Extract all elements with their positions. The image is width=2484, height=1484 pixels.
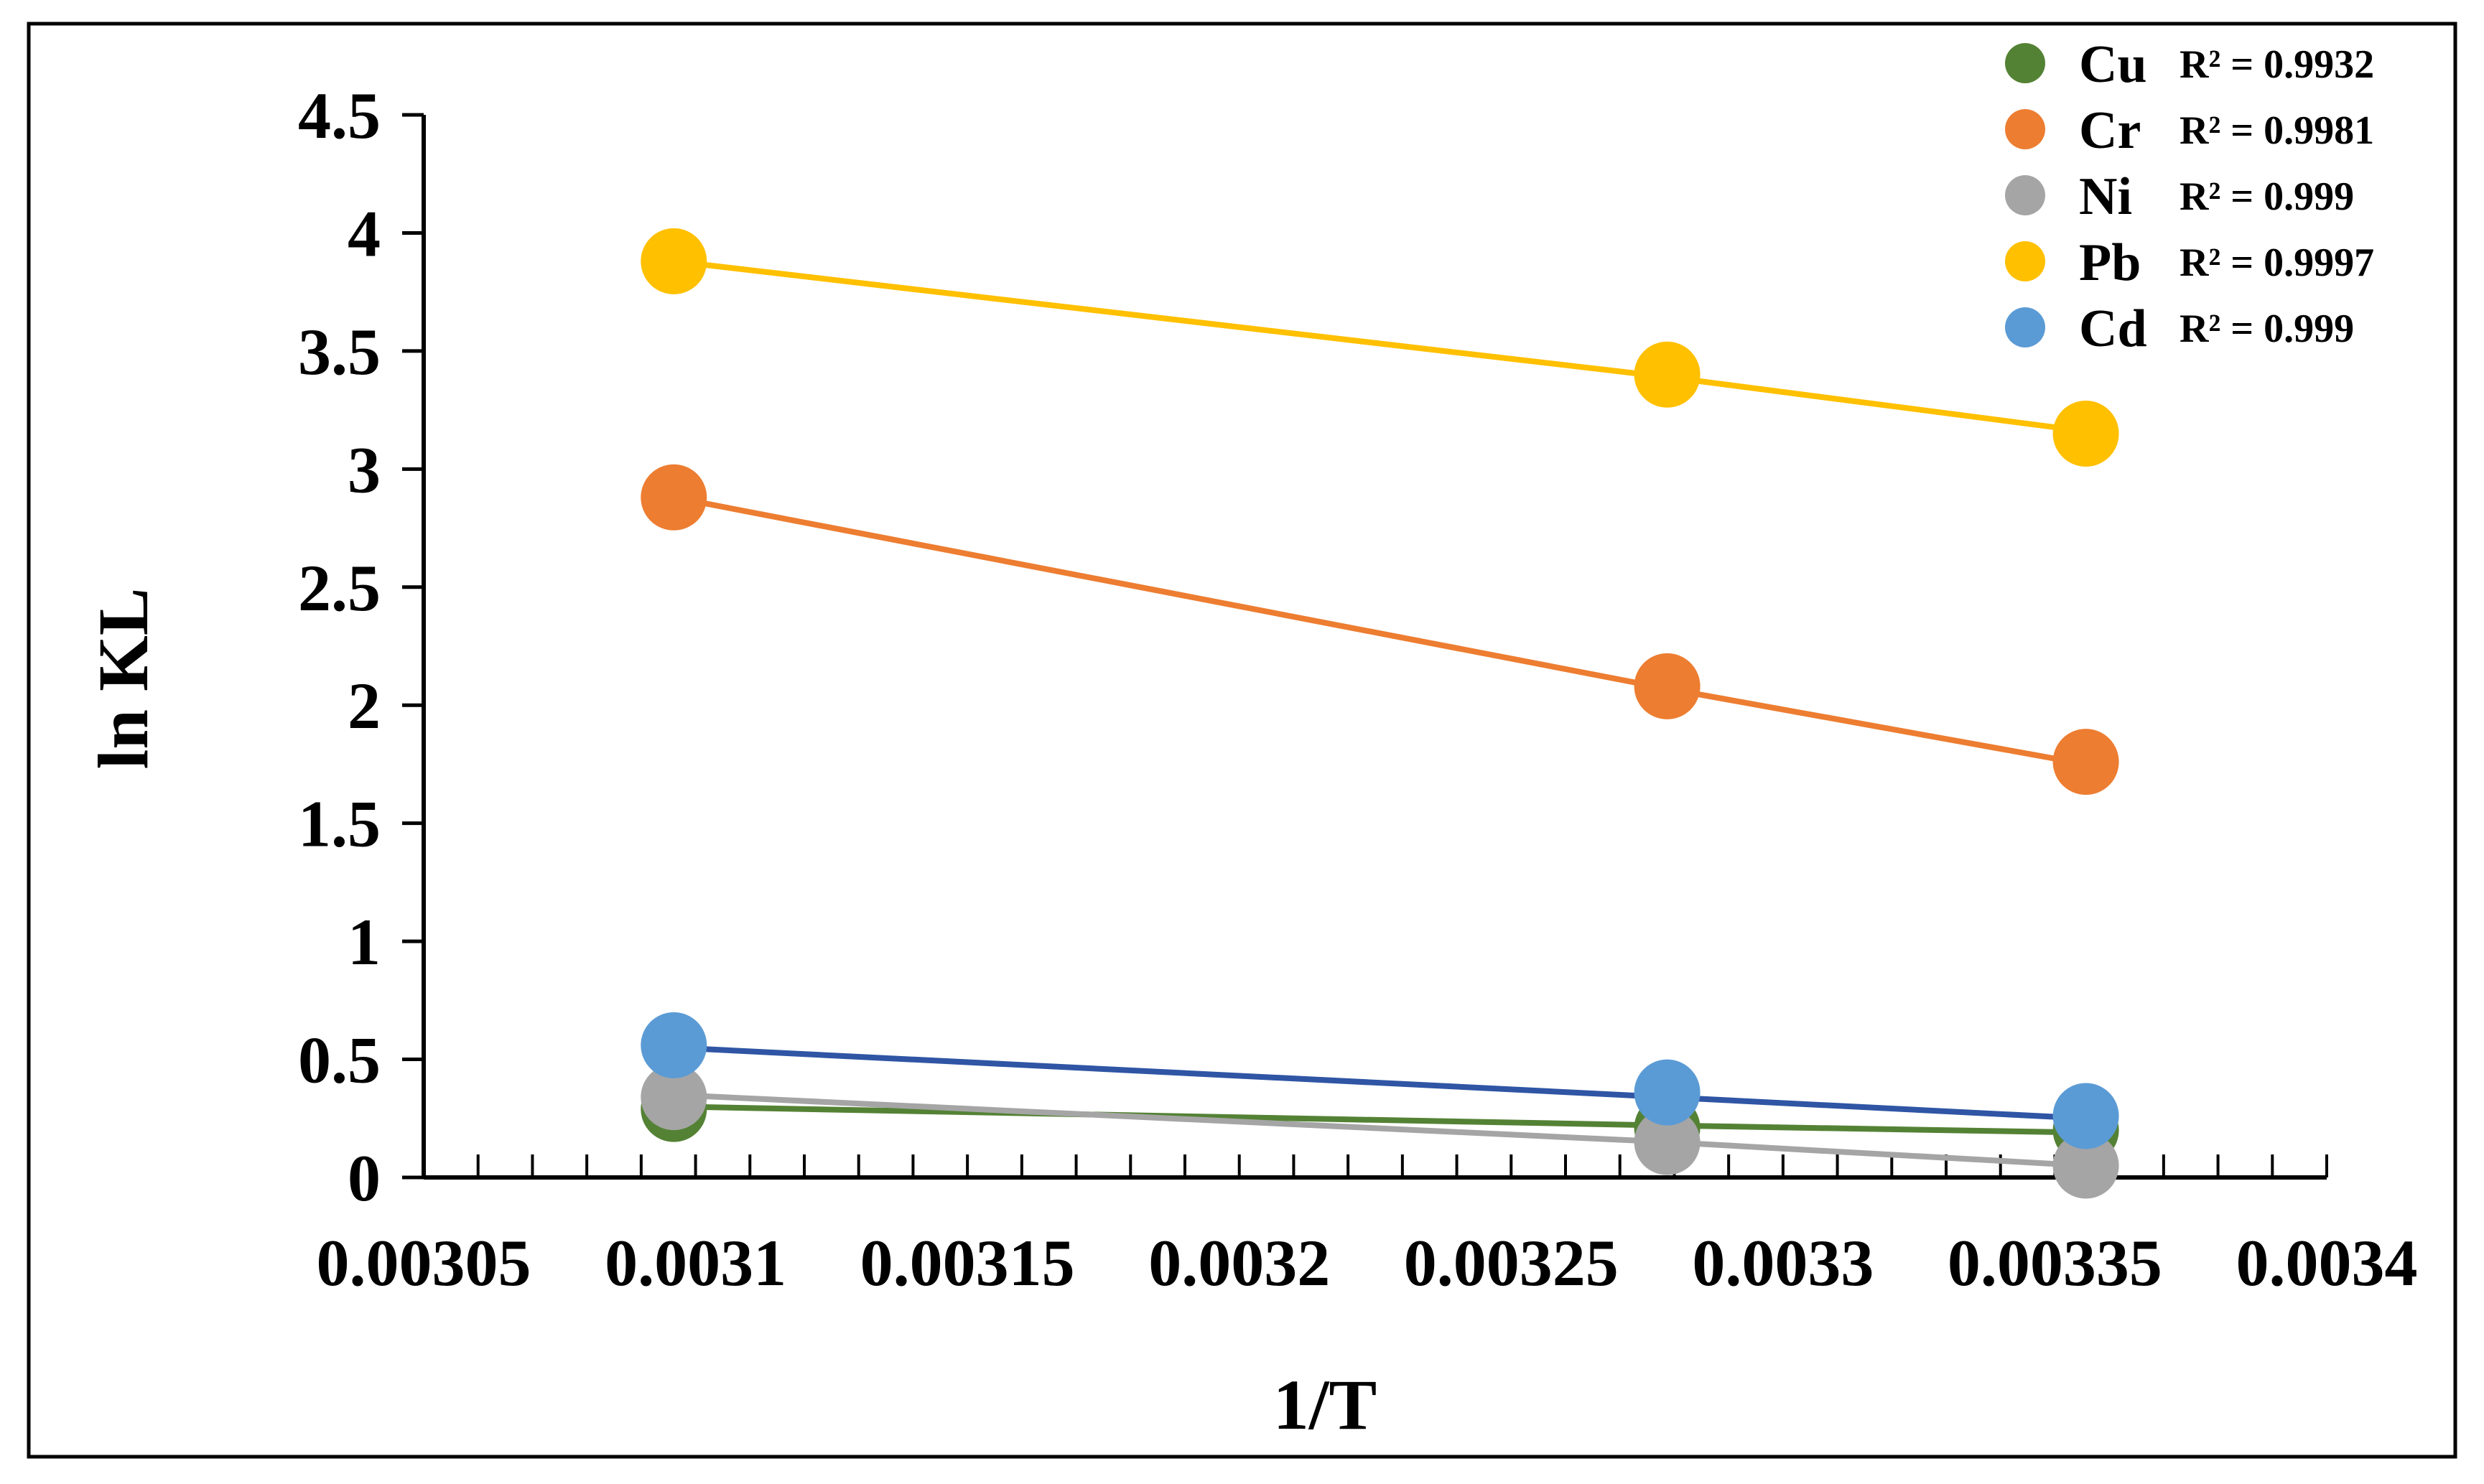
y-tick-label: 0.5 bbox=[298, 1024, 381, 1097]
x-tick-label: 0.0034 bbox=[2236, 1226, 2418, 1299]
y-tick-label: 3 bbox=[348, 433, 381, 506]
y-tick-label: 1 bbox=[348, 905, 381, 979]
x-tick-label: 0.0031 bbox=[605, 1226, 786, 1299]
legend-marker-cd bbox=[2005, 307, 2045, 347]
y-tick-label: 4 bbox=[348, 197, 381, 270]
data-point-cr bbox=[1634, 653, 1701, 719]
data-point-pb bbox=[1634, 341, 1701, 408]
data-point-ni bbox=[641, 1064, 707, 1131]
y-tick-label: 0 bbox=[348, 1142, 381, 1215]
data-point-cd bbox=[2052, 1083, 2119, 1149]
y-axis-title: ln KL bbox=[83, 588, 163, 770]
x-tick-label: 0.00325 bbox=[1404, 1226, 1619, 1299]
data-point-ni bbox=[2052, 1132, 2119, 1199]
data-point-pb bbox=[641, 228, 707, 294]
y-tick-label: 4.5 bbox=[298, 79, 381, 152]
legend-r2-pb: R² = 0.9997 bbox=[2180, 241, 2374, 285]
x-tick-label: 0.00305 bbox=[317, 1226, 531, 1299]
legend-marker-pb bbox=[2005, 241, 2045, 281]
legend-marker-cr bbox=[2005, 109, 2045, 149]
legend-marker-ni bbox=[2005, 175, 2045, 215]
x-tick-label: 0.0032 bbox=[1148, 1226, 1330, 1299]
x-axis-title: 1/T bbox=[1273, 1365, 1377, 1445]
y-tick-label: 2.5 bbox=[298, 551, 381, 625]
data-point-ni bbox=[1634, 1109, 1701, 1175]
legend-label-cr: Cr bbox=[2079, 101, 2141, 160]
x-tick-label: 0.00335 bbox=[1948, 1226, 2162, 1299]
data-point-cr bbox=[2052, 729, 2119, 795]
legend: Cu R² = 0.9932 Cr R² = 0.9981 Ni R² = 0.999 Pb… bbox=[2005, 35, 2374, 358]
y-tick-label: 1.5 bbox=[298, 788, 381, 861]
legend-label-ni: Ni bbox=[2079, 167, 2132, 226]
chart-border bbox=[27, 22, 2457, 1459]
x-tick-label: 0.0033 bbox=[1692, 1226, 1874, 1299]
plot-axes: 0 0.5 1 1.5 2 2.5 3 3.5 4 4.5 0.00305 0.0031 0.00315… bbox=[298, 79, 2418, 1299]
y-tick-label: 2 bbox=[348, 669, 381, 742]
legend-r2-ni: R² = 0.999 bbox=[2180, 174, 2354, 219]
legend-label-pb: Pb bbox=[2079, 233, 2141, 292]
legend-r2-cd: R² = 0.999 bbox=[2180, 307, 2354, 351]
data-point-cr bbox=[641, 464, 707, 531]
data-point-pb bbox=[2052, 401, 2119, 467]
data-point-cd bbox=[1634, 1059, 1701, 1126]
data-point-cd bbox=[641, 1012, 707, 1078]
x-tick-label: 0.00315 bbox=[860, 1226, 1075, 1299]
y-tick-label: 3.5 bbox=[298, 315, 381, 388]
legend-label-cd: Cd bbox=[2079, 299, 2147, 358]
plot-points bbox=[641, 228, 2119, 1199]
legend-label-cu: Cu bbox=[2079, 35, 2147, 94]
legend-r2-cu: R² = 0.9932 bbox=[2180, 42, 2374, 87]
legend-marker-cu bbox=[2005, 43, 2045, 83]
legend-r2-cr: R² = 0.9981 bbox=[2180, 108, 2374, 153]
